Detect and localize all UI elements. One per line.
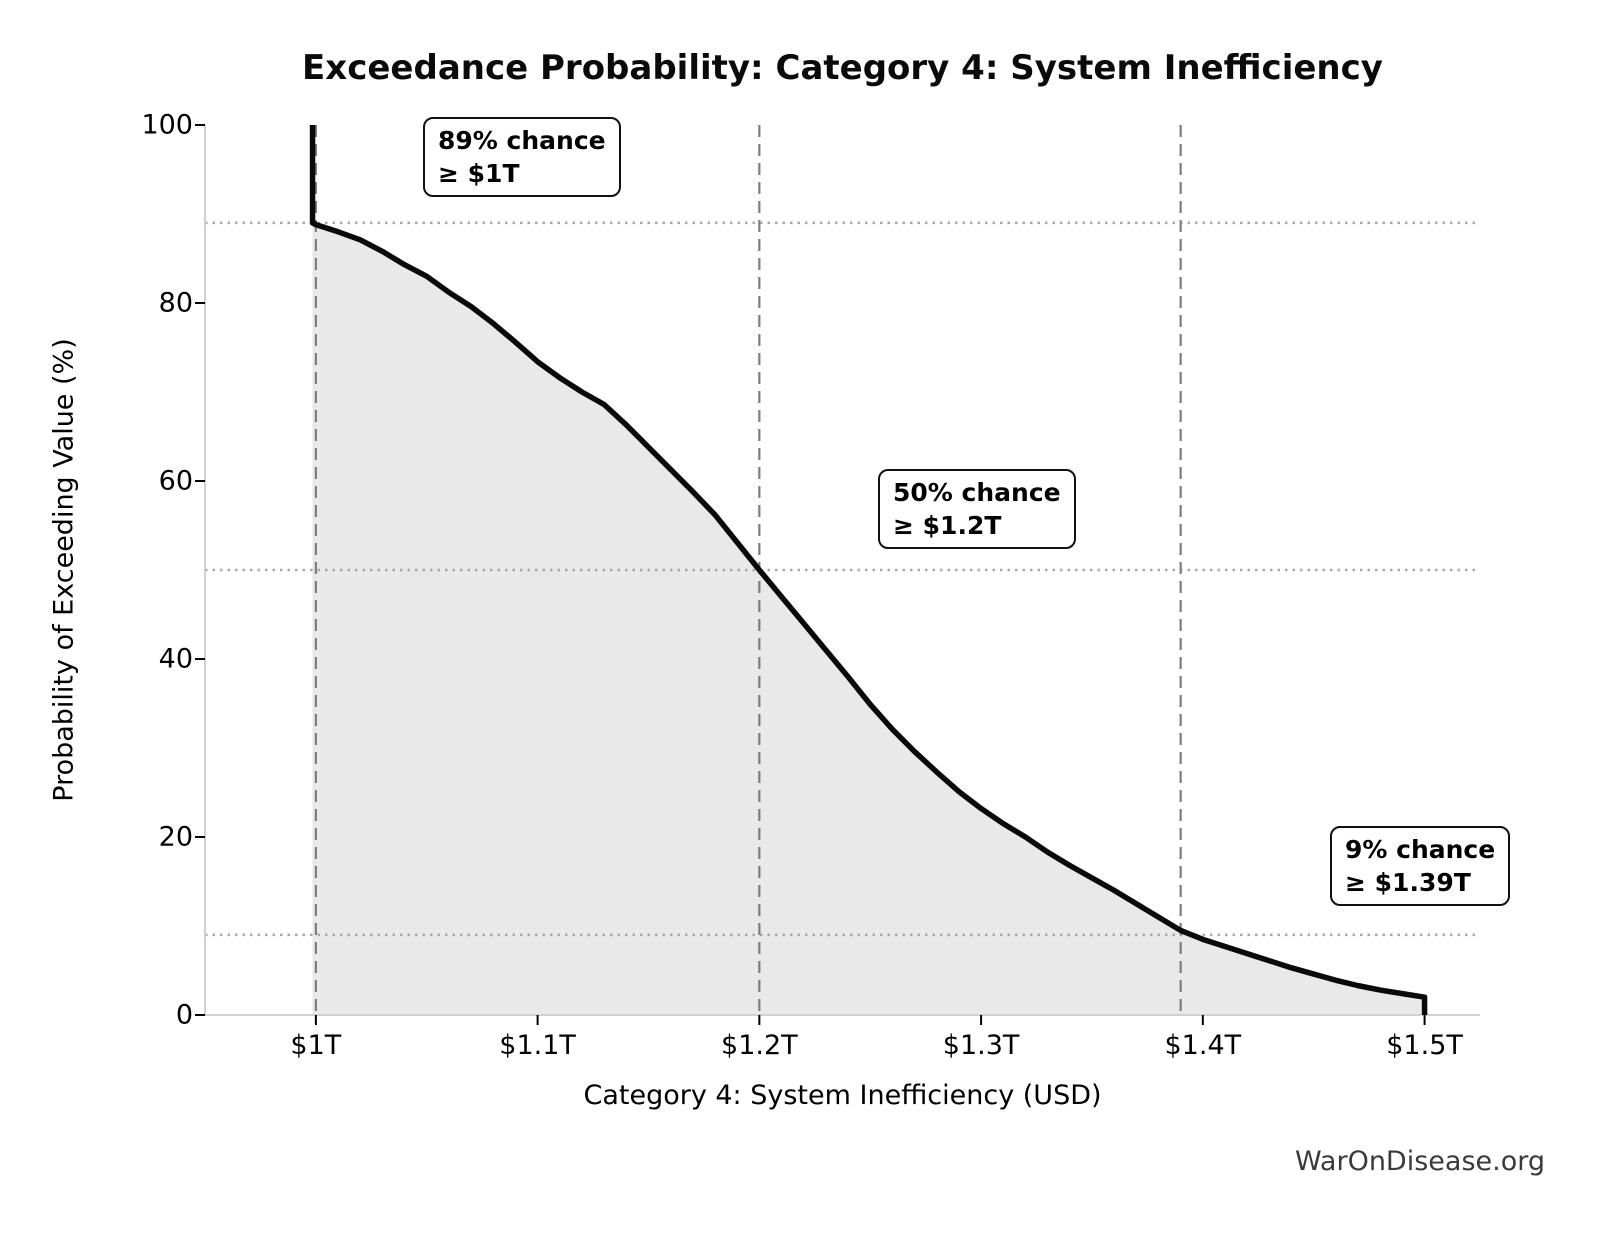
- annotation-line-1: 89% chance: [438, 126, 606, 155]
- x-tick-label: $1.4T: [1164, 1030, 1242, 1061]
- annotation-9pct-box: 9% chance ≥ $1.39T: [1330, 826, 1511, 906]
- annotation-line-2: ≥ $1T: [438, 159, 520, 188]
- x-tick-label: $1.5T: [1386, 1030, 1463, 1061]
- x-axis-label: Category 4: System Inefficiency (USD): [583, 1080, 1102, 1111]
- y-tick-label: 80: [158, 287, 193, 319]
- y-tick-label: 100: [141, 109, 193, 141]
- annotation-line-2: ≥ $1.2T: [893, 511, 1002, 540]
- x-tick-label: $1.3T: [942, 1030, 1020, 1061]
- y-tick-label: 60: [158, 465, 193, 497]
- annotation-50pct-box: 50% chance ≥ $1.2T: [878, 469, 1076, 549]
- chart-title: Exceedance Probability: Category 4: Syst…: [302, 48, 1383, 88]
- x-tick-label: $1.1T: [499, 1030, 576, 1061]
- y-tick-label: 20: [158, 821, 193, 853]
- x-tick-label: $1T: [290, 1030, 342, 1061]
- annotation-89pct-box: 89% chance ≥ $1T: [423, 117, 621, 197]
- x-tick-label: $1.2T: [721, 1030, 798, 1061]
- y-tick-label: 0: [175, 999, 193, 1031]
- y-tick-label: 40: [158, 643, 193, 675]
- footer-watermark: WarOnDisease.org: [1294, 1146, 1545, 1177]
- annotation-line-1: 50% chance: [893, 478, 1061, 507]
- curve-fill-area: [312, 125, 1425, 1015]
- exceedance-curve: [309, 125, 1428, 1015]
- annotation-line-2: ≥ $1.39T: [1345, 868, 1471, 897]
- annotation-line-1: 9% chance: [1345, 835, 1496, 864]
